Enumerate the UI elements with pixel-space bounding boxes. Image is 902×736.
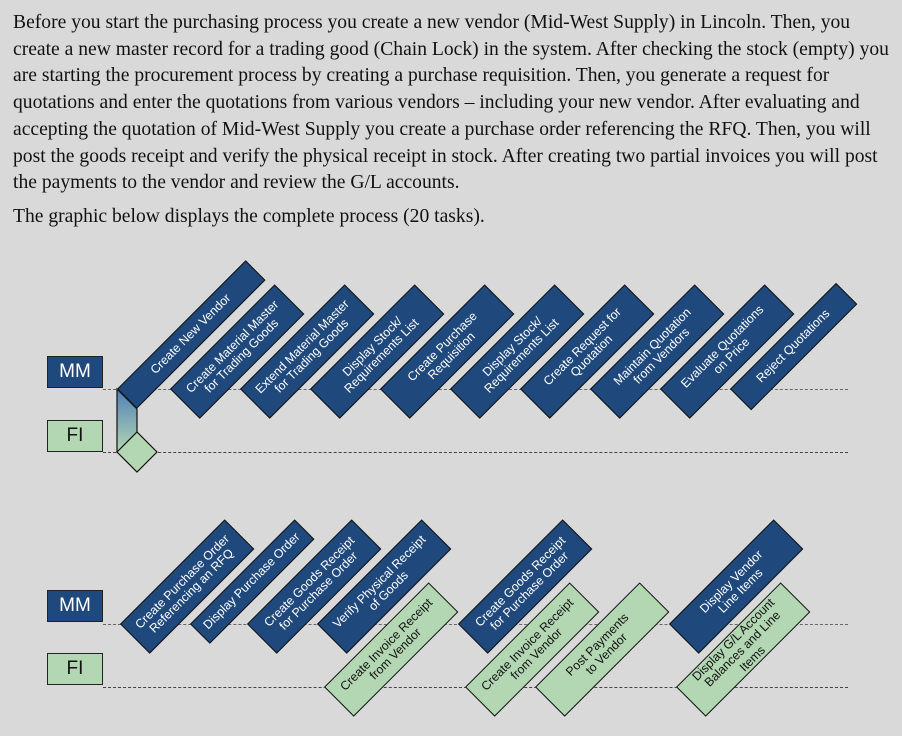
fi-lane-label-2: FI — [47, 653, 103, 685]
fi-lane-label: FI — [47, 420, 103, 452]
mm-lane-label-2: MM — [47, 590, 103, 622]
intro-paragraph-1: Before you start the purchasing process … — [13, 12, 889, 194]
mm-lane-label: MM — [47, 356, 103, 388]
fi-lane-line — [103, 452, 848, 453]
fi-start-diamond — [116, 431, 158, 473]
intro-text: Before you start the purchasing process … — [13, 10, 893, 231]
intro-paragraph-2: The graphic below displays the complete … — [13, 205, 485, 227]
